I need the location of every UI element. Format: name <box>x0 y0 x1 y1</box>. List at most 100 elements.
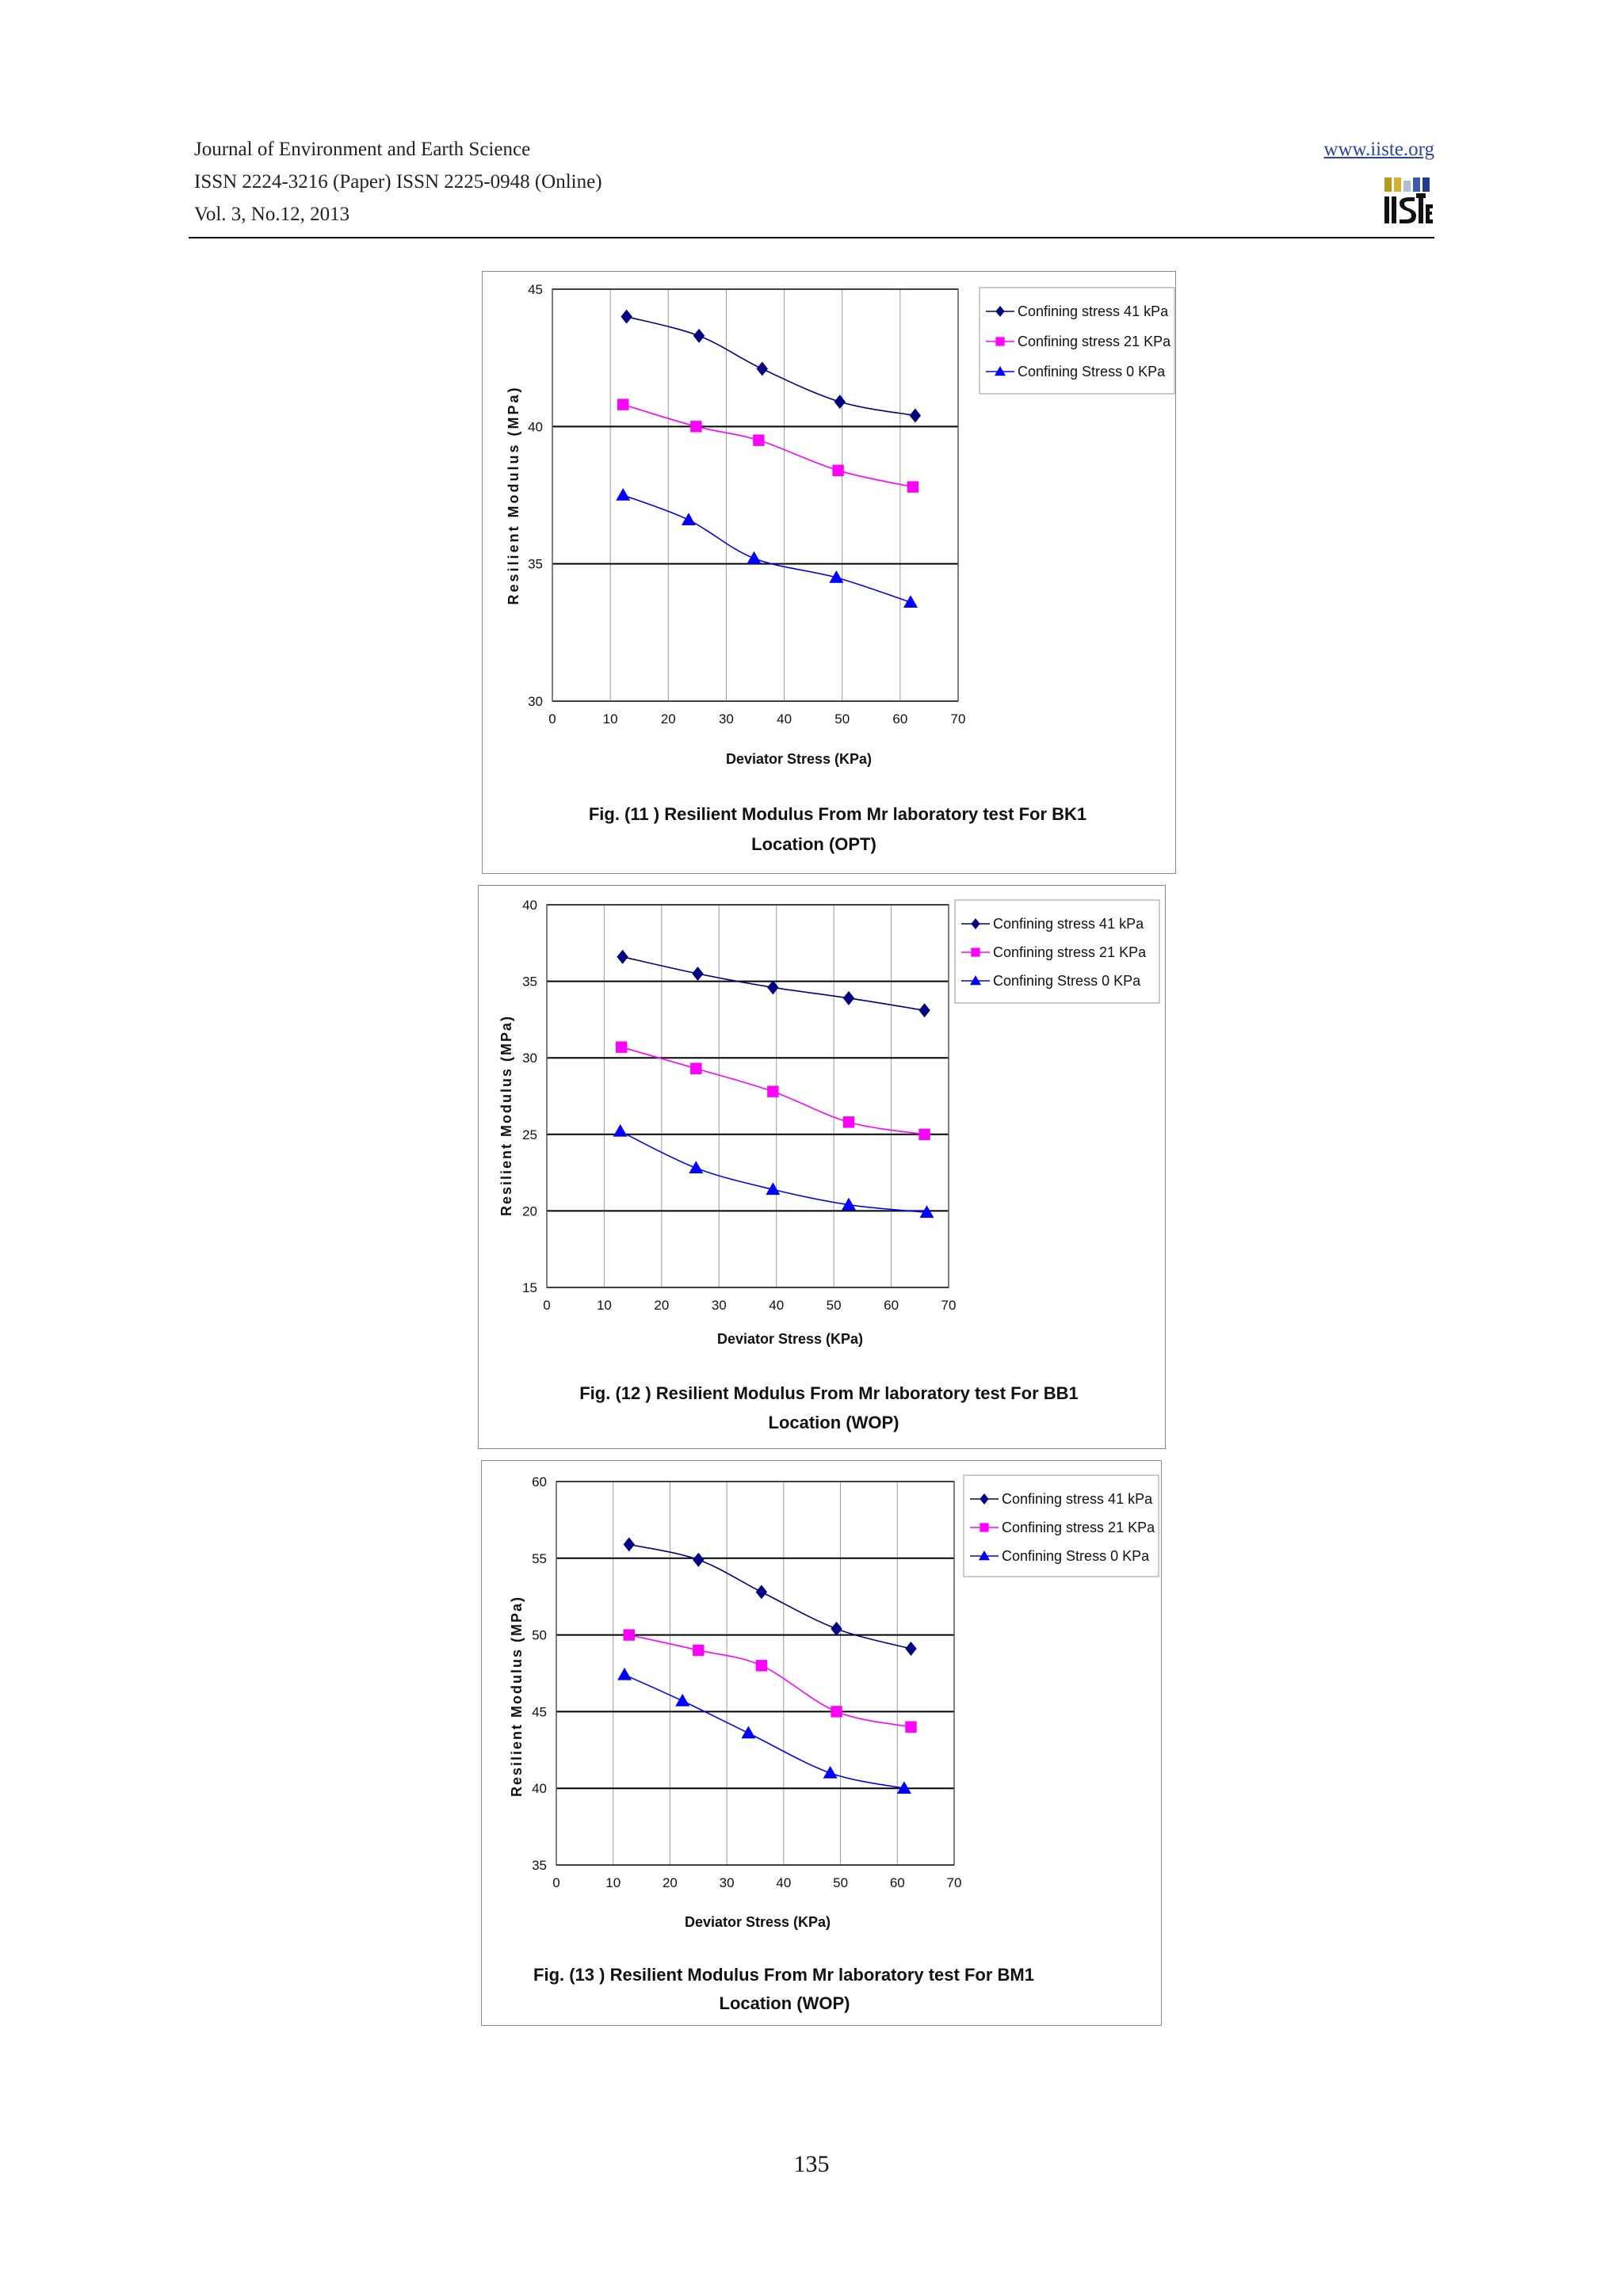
x-tick-label: 50 <box>834 711 850 727</box>
y-tick-label: 35 <box>532 1858 547 1873</box>
data-point <box>693 1644 705 1657</box>
legend-marker <box>995 337 1005 346</box>
data-point <box>693 1552 705 1567</box>
data-point <box>693 328 705 343</box>
figure-13-chart: 35 40 45 50 55 60 0 10 20 30 40 50 60 70 Confining st… <box>509 1474 1159 2013</box>
x-tick-label: 40 <box>769 1298 784 1313</box>
x-tick-label: 50 <box>827 1298 842 1313</box>
x-tick-label: 70 <box>941 1298 957 1313</box>
figure-12: 15 20 25 30 35 40 0 10 20 30 40 50 60 70 Confining st… <box>478 885 1166 1449</box>
y-tick-label: 35 <box>528 557 543 572</box>
legend-entry: Confining stress 21 KPa <box>1018 334 1171 349</box>
journal-issn: ISSN 2224-3216 (Paper) ISSN 2225-0948 (O… <box>194 171 602 193</box>
plot-area <box>556 1481 955 1866</box>
data-point <box>896 1781 911 1794</box>
x-tick-label: 20 <box>661 711 676 727</box>
data-point <box>621 309 632 324</box>
x-tick-label: 10 <box>605 1875 621 1890</box>
y-tick-label: 40 <box>522 898 537 913</box>
data-point <box>842 990 855 1005</box>
figure-11-caption-location: Location (OPT) <box>751 834 876 854</box>
x-tick-label: 70 <box>951 711 966 727</box>
y-tick-label: 20 <box>522 1203 537 1219</box>
data-point <box>755 1585 768 1600</box>
iiste-logo <box>1384 177 1433 223</box>
x-axis-label: Deviator Stress (KPa) <box>717 1331 863 1347</box>
y-tick-label: 35 <box>522 974 537 990</box>
y-tick-label: 60 <box>532 1474 547 1489</box>
data-point <box>753 434 765 446</box>
journal-name: Journal of Environment and Earth Science <box>194 139 531 160</box>
series-line <box>623 403 914 488</box>
journal-volume: Vol. 3, No.12, 2013 <box>194 204 350 225</box>
data-point <box>617 399 629 410</box>
x-tick-label: 40 <box>777 711 792 727</box>
legend-marker <box>970 975 981 986</box>
y-tick-label: 50 <box>532 1628 547 1643</box>
data-point <box>690 421 702 433</box>
x-axis-label: Deviator Stress (KPa) <box>726 751 872 767</box>
legend-entry: Confining Stress 0 KPa <box>993 973 1141 989</box>
data-point <box>616 488 631 501</box>
data-point <box>918 1128 930 1140</box>
legend-box <box>979 287 1175 395</box>
legend-entry: Confining stress 41 kPa <box>993 916 1144 932</box>
y-tick-label: 30 <box>522 1051 537 1066</box>
data-point <box>692 966 704 981</box>
data-point <box>755 1660 768 1672</box>
x-tick-label: 60 <box>890 1875 905 1890</box>
plot-area <box>552 288 959 702</box>
data-point <box>623 1537 635 1552</box>
y-axis-label: Resilient Modulus (MPa) <box>498 1015 514 1216</box>
data-point <box>905 1721 917 1733</box>
data-point <box>767 980 779 995</box>
data-point <box>689 1161 704 1174</box>
y-axis-label: Resilient Modulus (MPa) <box>509 1596 525 1797</box>
x-tick-label: 30 <box>719 711 734 727</box>
figure-12-caption-location: Location (WOP) <box>769 1413 899 1432</box>
y-tick-label: 15 <box>522 1280 537 1295</box>
series-line <box>624 1674 905 1789</box>
legend-marker <box>979 1550 990 1561</box>
x-tick-label: 0 <box>552 1875 559 1890</box>
data-point <box>832 464 844 476</box>
x-tick-label: 10 <box>597 1298 612 1313</box>
figure-13-caption: Fig. (13 ) Resilient Modulus From Mr lab… <box>533 1965 1034 1985</box>
x-tick-label: 30 <box>712 1298 727 1313</box>
legend-marker <box>995 366 1006 376</box>
data-point <box>842 1116 855 1128</box>
legend-box <box>954 899 1160 1004</box>
data-point <box>617 1667 632 1680</box>
figure-11: 30 35 40 45 0 10 20 30 40 50 60 70 Confining stress… <box>482 271 1176 874</box>
series-line <box>628 1543 911 1650</box>
data-point <box>919 1205 934 1219</box>
data-point <box>613 1123 628 1137</box>
data-point <box>905 1642 917 1657</box>
y-tick-label: 45 <box>528 282 543 297</box>
legend-marker <box>980 1523 989 1532</box>
data-point <box>675 1693 690 1707</box>
plot-area <box>546 904 949 1288</box>
series-line <box>620 1131 927 1214</box>
legend-entry: Confining stress 41 kPa <box>1018 303 1169 319</box>
x-tick-label: 50 <box>833 1875 848 1890</box>
x-tick-label: 20 <box>663 1875 678 1890</box>
y-tick-label: 45 <box>532 1704 547 1719</box>
header-rule <box>189 237 1434 238</box>
page-number: 135 <box>793 2151 830 2177</box>
x-tick-label: 0 <box>543 1298 550 1313</box>
data-point <box>841 1197 856 1211</box>
data-point <box>766 1182 781 1196</box>
figure-11-chart: 30 35 40 45 0 10 20 30 40 50 60 70 Confining stress… <box>506 282 1175 854</box>
figure-11-caption: Fig. (11 ) Resilient Modulus From Mr lab… <box>589 804 1086 824</box>
data-point <box>623 1629 635 1641</box>
data-point <box>681 513 696 525</box>
data-point <box>909 408 922 423</box>
legend-entry: Confining stress 41 kPa <box>1002 1491 1153 1507</box>
data-point <box>831 1706 842 1718</box>
journal-website-link[interactable]: www.iiste.org <box>1323 139 1434 160</box>
x-tick-label: 40 <box>776 1875 791 1890</box>
x-axis-label: Deviator Stress (KPa) <box>685 1914 831 1930</box>
y-tick-label: 40 <box>532 1781 547 1796</box>
figure-12-chart: 15 20 25 30 35 40 0 10 20 30 40 50 60 70 Confining st… <box>498 898 1160 1432</box>
